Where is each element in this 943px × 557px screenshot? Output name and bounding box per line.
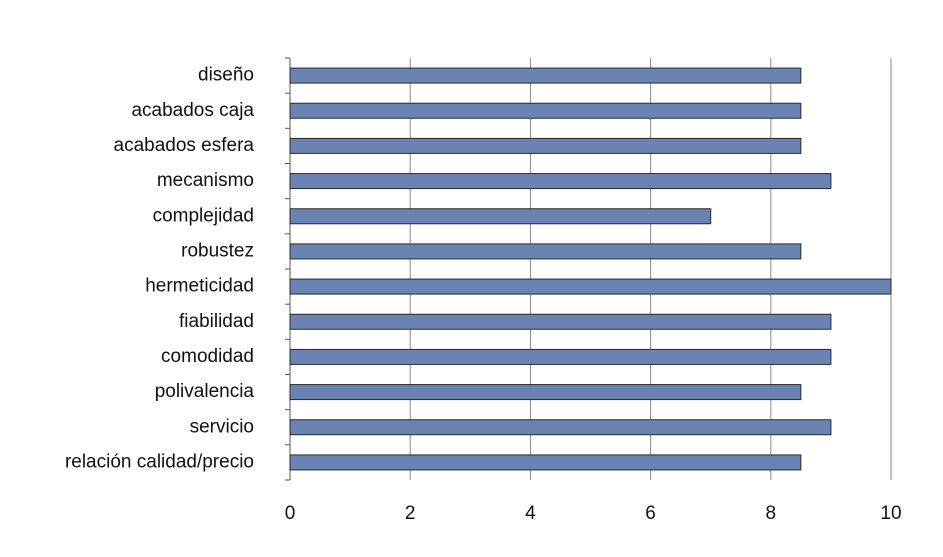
bar bbox=[289, 243, 802, 260]
x-tick-label: 2 bbox=[405, 503, 416, 524]
x-tick-label: 10 bbox=[880, 503, 901, 524]
x-tick-label: 0 bbox=[285, 503, 296, 524]
y-tick-label: fiabilidad bbox=[179, 311, 254, 332]
x-tick-label: 8 bbox=[766, 503, 777, 524]
y-tick-label: complejidad bbox=[153, 205, 254, 226]
bar bbox=[289, 67, 802, 84]
bar bbox=[289, 419, 832, 436]
x-tick-label: 4 bbox=[525, 503, 536, 524]
y-tick-label: mecanismo bbox=[157, 170, 254, 191]
y-tick-label: acabados esfera bbox=[114, 135, 255, 156]
y-tick-label: polivalencia bbox=[155, 381, 255, 402]
bar bbox=[289, 137, 802, 154]
y-tick-label: diseño bbox=[198, 65, 254, 86]
bar bbox=[289, 173, 832, 190]
bar bbox=[289, 208, 712, 225]
bar bbox=[289, 313, 832, 330]
bar bbox=[289, 454, 802, 471]
y-tick-label: acabados caja bbox=[131, 100, 254, 121]
y-tick-label: relación calidad/precio bbox=[65, 451, 254, 472]
x-tick-label: 6 bbox=[645, 503, 656, 524]
y-tick-label: robustez bbox=[181, 240, 254, 261]
y-tick-label: hermeticidad bbox=[145, 276, 254, 297]
bar bbox=[289, 348, 832, 365]
bar bbox=[289, 278, 892, 295]
bar bbox=[289, 384, 802, 401]
y-tick-label: servicio bbox=[190, 416, 254, 437]
bar bbox=[289, 102, 802, 119]
y-tick-label: comodidad bbox=[161, 346, 254, 367]
